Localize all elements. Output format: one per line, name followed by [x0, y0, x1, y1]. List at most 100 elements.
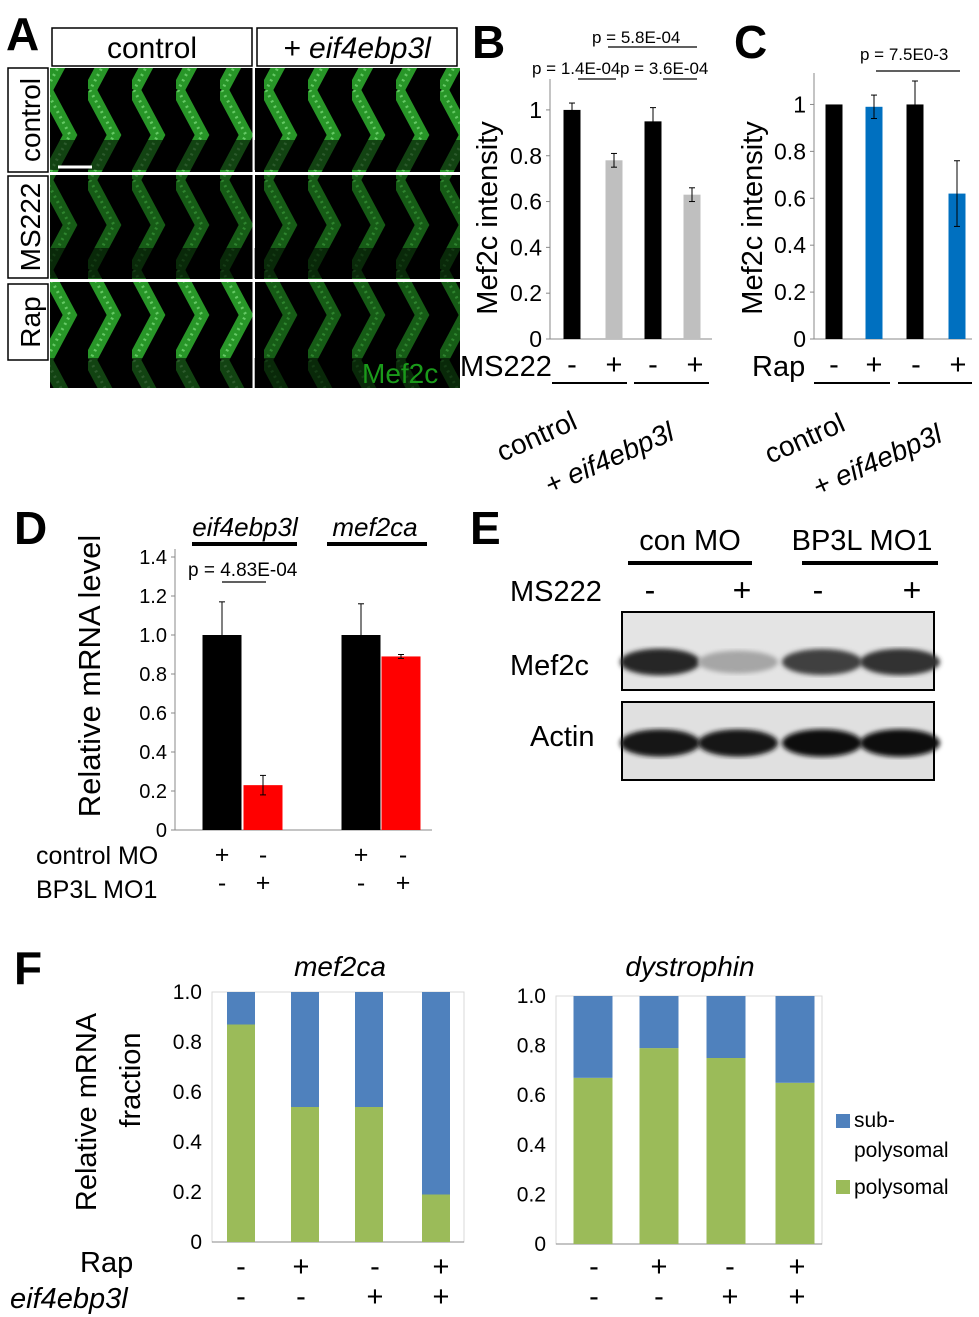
row-header-box — [7, 67, 49, 173]
y-tick-label: 0.8 — [774, 138, 806, 164]
legend-label-subpolysomal: sub- — [854, 1109, 895, 1132]
chart-b-treatment-label: MS222 — [460, 351, 552, 383]
chart-b-pvalue-2: p = 3.6E-04 — [620, 59, 708, 78]
y-tick-label: 1.0 — [139, 625, 167, 647]
chart-b-pvalue-1: p = 1.4E-04 — [532, 59, 620, 78]
panel-d-letter: D — [14, 502, 47, 554]
legend-label-subpolysomal: polysomal — [854, 1139, 949, 1162]
y-tick-label: 0.6 — [774, 185, 806, 211]
chart-f-sign: - — [236, 1251, 246, 1283]
chart-d-sign: + — [396, 869, 411, 897]
stacked-bar-sub-polysomal — [775, 996, 815, 1083]
chart-f-sign: + — [789, 1251, 806, 1283]
stacked-bar-sub-polysomal — [227, 992, 255, 1025]
y-tick-label: 0.4 — [774, 232, 806, 258]
chart-f1-title: mef2ca — [294, 951, 386, 982]
chart-c-ylabel: Mef2c intensity — [737, 121, 769, 315]
bar — [948, 193, 966, 339]
chart-c-pvalue: p = 7.5E0-3 — [860, 45, 948, 64]
chart-b-sign: - — [567, 349, 577, 381]
chart-c-sign: - — [911, 349, 921, 381]
col-header-eif4ebp3l: + eif4ebp3l — [283, 32, 432, 65]
blot-band — [620, 729, 700, 757]
chart-b-group-control: control — [492, 405, 581, 468]
col-header-control: control — [107, 32, 197, 65]
chart-f-sign: - — [370, 1251, 380, 1283]
chart-d-sign: - — [357, 869, 365, 897]
chart-c-treatment-label: Rap — [752, 351, 805, 383]
chart-b-pvalue-3: p = 5.8E-04 — [592, 28, 680, 47]
chart-d-pvalue: p = 4.83E-04 — [188, 560, 298, 581]
y-tick-label: 0.2 — [173, 1181, 202, 1204]
chart-f-sign: - — [236, 1281, 246, 1313]
stain-label-mef2c: Mef2c — [362, 358, 438, 389]
y-tick-label: 0.2 — [139, 781, 167, 803]
chart-d-sign: - — [259, 841, 267, 869]
chart-d-sign: + — [354, 841, 369, 869]
chart-f-sign: + — [651, 1251, 668, 1283]
blot-sign: - — [813, 572, 824, 608]
chart-f1: 0 0.2 0.4 0.6 0.8 1.0 — [173, 981, 465, 1254]
y-tick-label: 0.6 — [139, 703, 167, 725]
chart-f-sign: - — [589, 1281, 599, 1313]
y-tick-label: 0.8 — [510, 143, 542, 169]
blot-sign: - — [645, 572, 656, 608]
blot-treatment-label: MS222 — [510, 576, 602, 608]
y-tick-label: 0 — [793, 326, 806, 352]
chart-f-row-label-rap: Rap — [80, 1247, 133, 1279]
col-header-box — [256, 27, 458, 67]
stacked-bar-polysomal — [291, 1107, 319, 1242]
y-tick-label: 1.2 — [139, 586, 167, 608]
legend-swatch-polysomal — [836, 1180, 850, 1194]
bar — [381, 656, 421, 830]
blot-band — [698, 729, 778, 757]
chart-f-row-label-eif4ebp3l: eif4ebp3l — [10, 1283, 129, 1315]
y-tick-label: 0.2 — [774, 279, 806, 305]
y-tick-label: 0.4 — [517, 1134, 547, 1157]
y-tick-label: 1.0 — [173, 981, 202, 1004]
blot-label-actin: Actin — [530, 721, 594, 753]
chart-d-sign: - — [399, 841, 407, 869]
chart-f-sign: + — [433, 1281, 450, 1313]
micrograph-grid — [50, 68, 460, 388]
y-tick-label: 0.4 — [510, 234, 542, 260]
ylabel-word: Relative mRNA — [71, 1012, 103, 1211]
y-tick-label: 1 — [793, 92, 806, 118]
chart-b-sign: + — [606, 349, 623, 381]
chart-b-ylabel: Mef2c intensity — [472, 121, 504, 315]
blot-group-con-mo: con MO — [639, 525, 741, 557]
y-tick-label: 1.4 — [139, 547, 167, 569]
legend-swatch-subpolysomal — [836, 1114, 850, 1128]
blot-sign: + — [733, 572, 752, 608]
bar — [605, 160, 623, 339]
row-header-control: control — [15, 78, 46, 162]
chart-d-row-label-bp3l-mo1: BP3L MO1 — [36, 876, 157, 904]
y-tick-label: 0.6 — [173, 1081, 202, 1104]
blot-band — [698, 650, 778, 674]
panel-c-letter: C — [734, 16, 767, 68]
y-tick-label: 0.8 — [173, 1031, 202, 1054]
blot-band — [860, 648, 940, 676]
chart-f2-title: dystrophin — [625, 951, 754, 982]
chart-c-sign: + — [950, 349, 967, 381]
stacked-bar-sub-polysomal — [355, 992, 383, 1107]
stacked-bar-sub-polysomal — [291, 992, 319, 1107]
blot-sign: + — [903, 572, 922, 608]
chart-f-signs: - + - +- - + +- + - +- - + + — [236, 1251, 805, 1313]
row-header-ms222: MS222 — [15, 183, 46, 272]
y-tick-label: 0 — [534, 1233, 546, 1256]
bar — [865, 106, 883, 339]
chart-d-sign: + — [215, 841, 230, 869]
ylabel-word: fraction — [115, 1032, 147, 1127]
chart-d-sign: - — [218, 869, 226, 897]
stacked-bar-polysomal — [355, 1107, 383, 1242]
bar — [563, 109, 581, 339]
chart-d-gene-mef2ca: mef2ca — [332, 512, 417, 542]
y-tick-label: 0.8 — [139, 664, 167, 686]
chart-b-sign: + — [687, 349, 704, 381]
panel-f-letter: F — [14, 942, 42, 994]
y-tick-label: 0.6 — [510, 189, 542, 215]
chart-d-row-label-control-mo: control MO — [36, 842, 158, 870]
chart-f-sign: - — [296, 1281, 306, 1313]
